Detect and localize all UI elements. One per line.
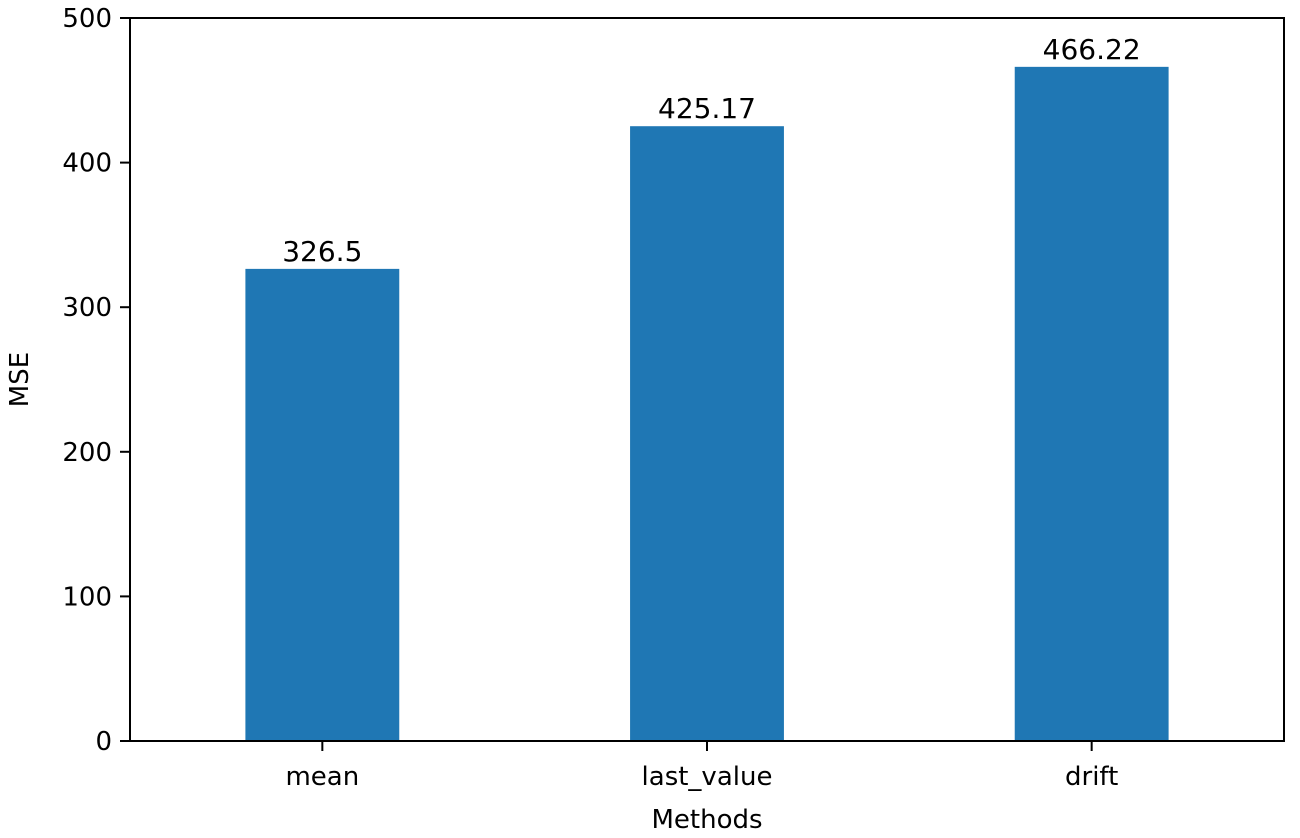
- data-label-drift: 466.22: [1043, 33, 1141, 66]
- y-tick-label-400: 400: [62, 149, 112, 179]
- x-tick-label-drift: drift: [1065, 762, 1118, 792]
- bar-drift: [1014, 66, 1169, 741]
- y-tick-label-100: 100: [62, 582, 112, 612]
- bar-mean: [245, 268, 400, 741]
- data-label-mean: 326.5: [282, 235, 362, 268]
- bar-last-value: [630, 126, 784, 742]
- y-tick-label-0: 0: [95, 727, 112, 757]
- bars-group: [245, 66, 1169, 742]
- x-axis-label: Methods: [651, 805, 762, 835]
- y-tick-label-500: 500: [62, 4, 112, 34]
- data-label-last-value: 425.17: [658, 92, 756, 125]
- axes-group: 0 100 200 300 400 500 mean last_value drift: [62, 4, 1285, 792]
- x-tick-label-last-value: last_value: [642, 762, 773, 792]
- data-labels-group: 326.5 425.17 466.22: [282, 33, 1140, 268]
- y-tick-label-300: 300: [62, 293, 112, 323]
- y-axis-label: MSE: [5, 352, 35, 407]
- y-tick-label-200: 200: [62, 438, 112, 468]
- x-tick-label-mean: mean: [285, 762, 359, 792]
